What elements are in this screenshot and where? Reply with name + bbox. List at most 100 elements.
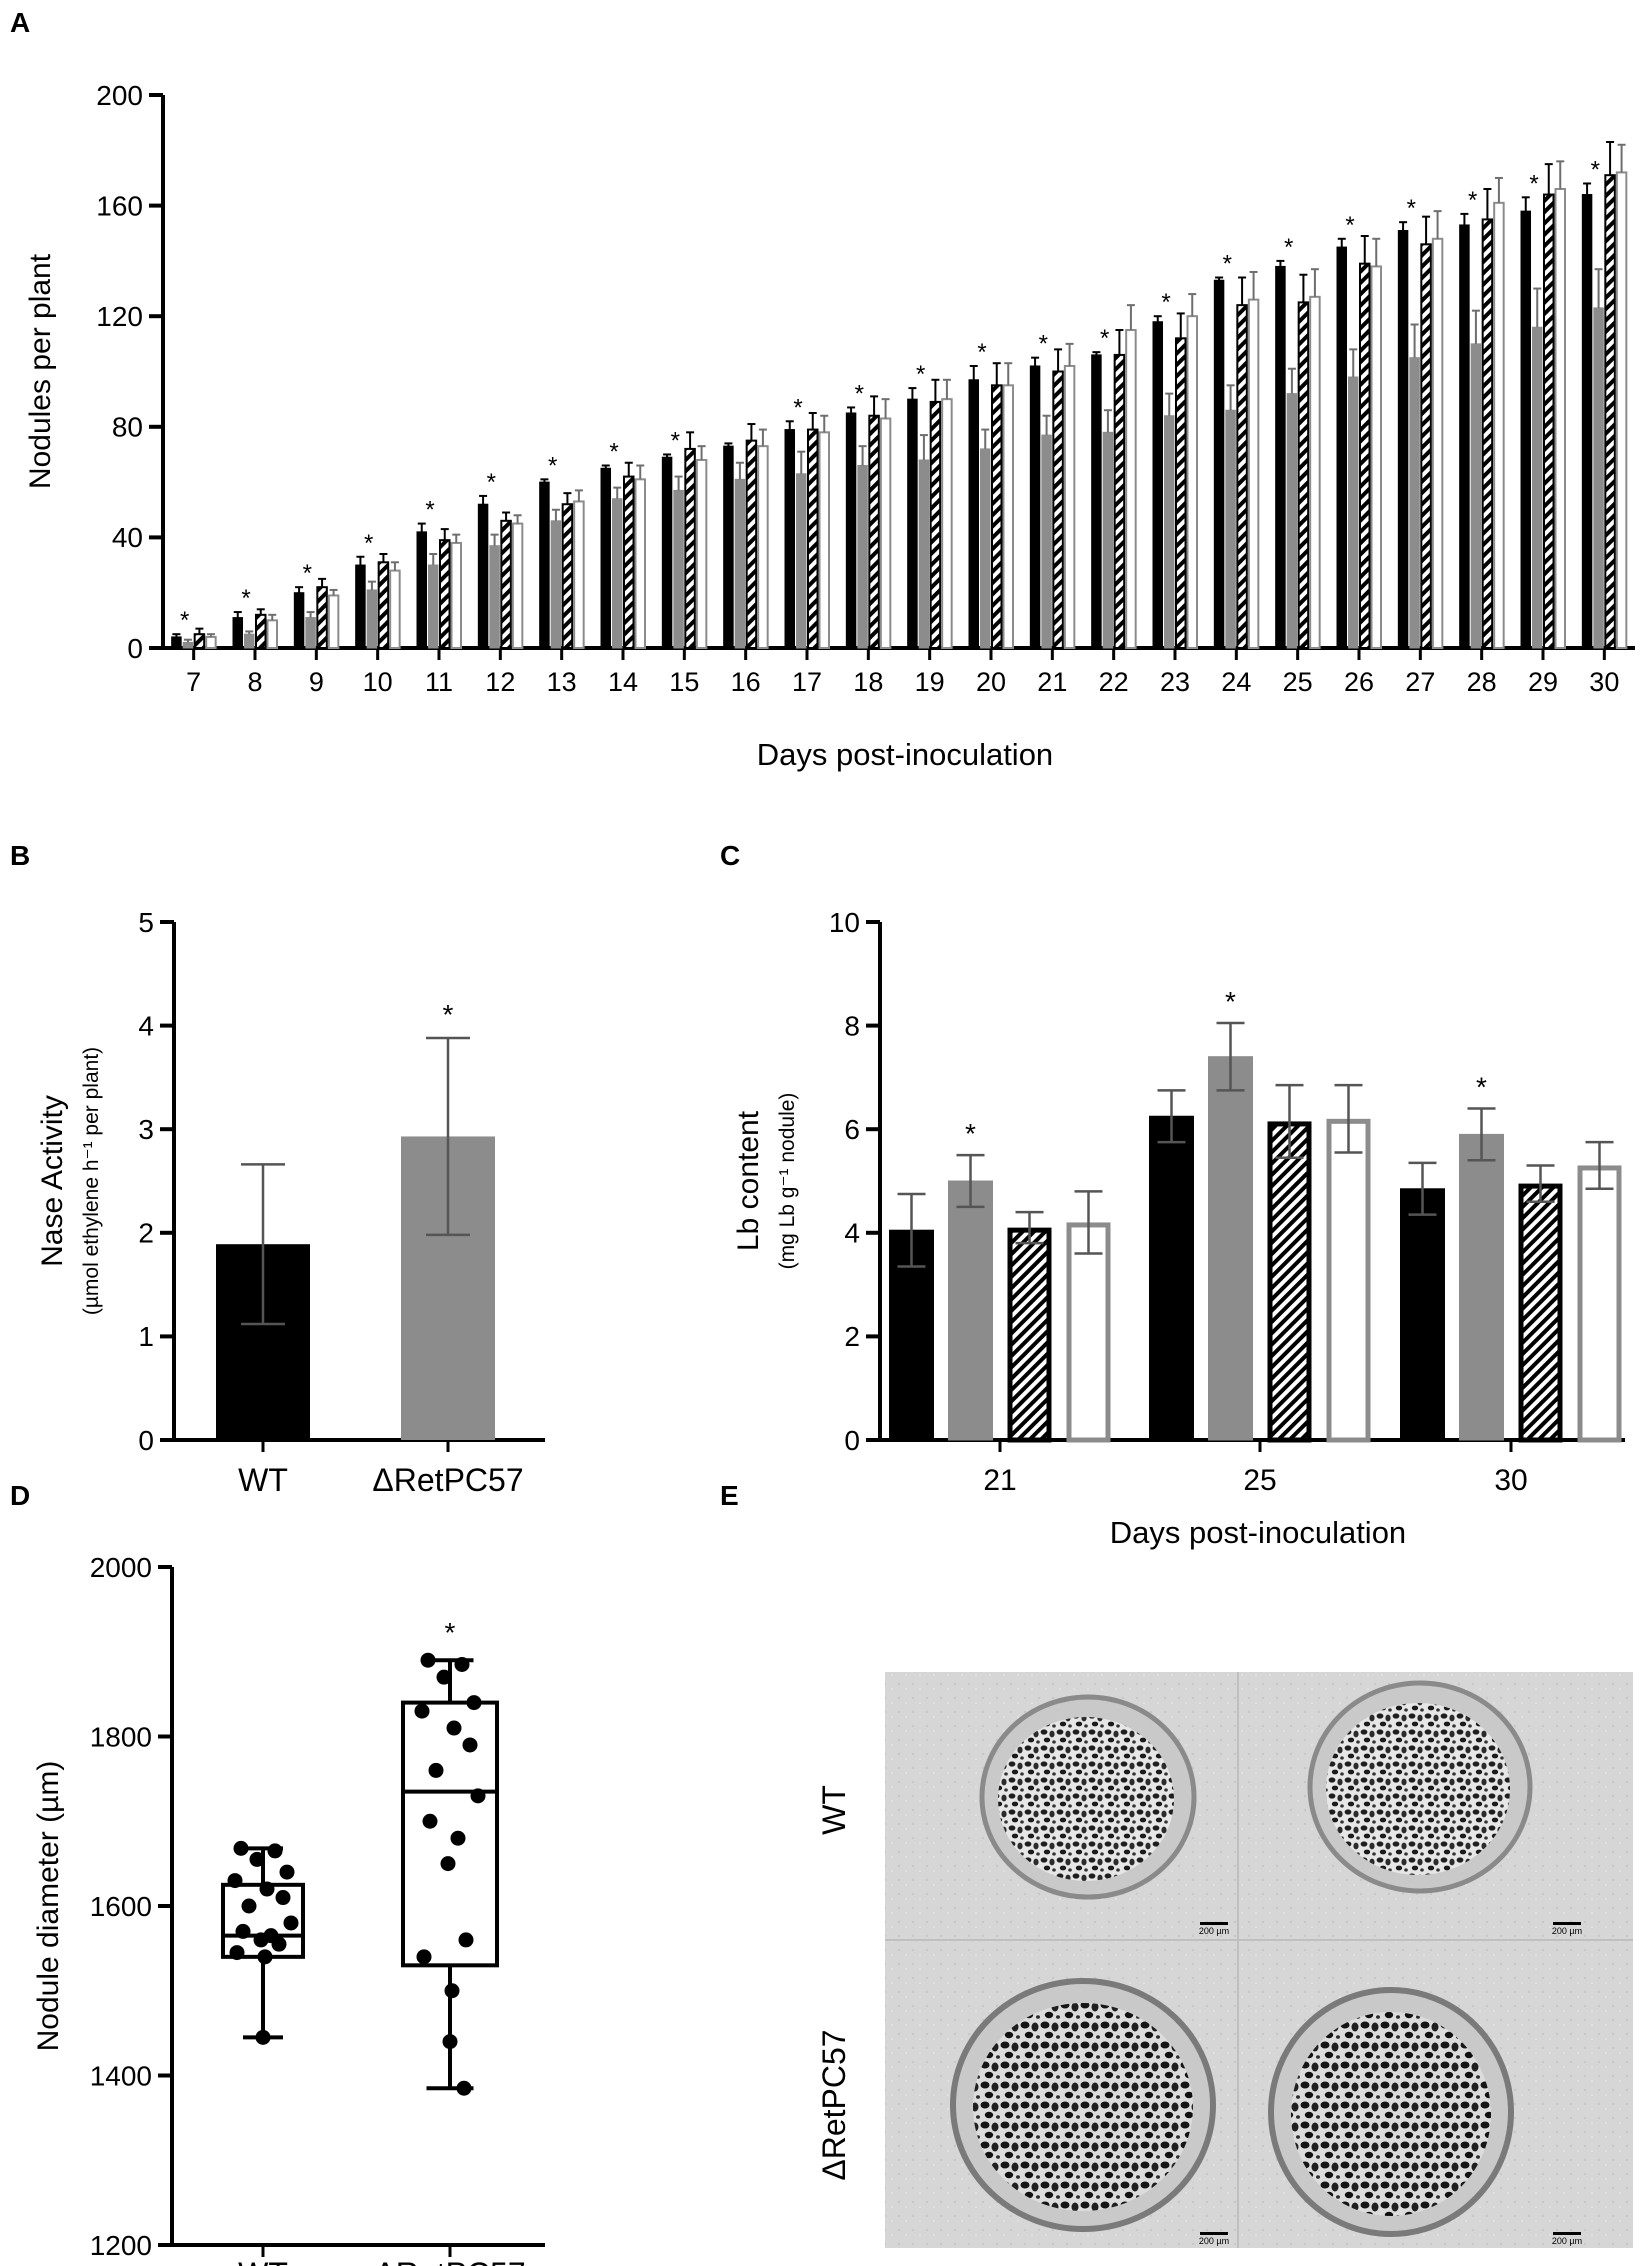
data-point	[416, 1949, 432, 1965]
bar-open	[1431, 237, 1444, 649]
bar-black	[1091, 354, 1102, 649]
x-tick-label: 24	[1221, 667, 1251, 697]
bar-open	[205, 635, 217, 650]
y-tick-label: 120	[96, 301, 143, 332]
bar-gray	[612, 498, 623, 649]
bar-black	[1520, 210, 1531, 649]
bar-hatched	[439, 539, 451, 649]
y-axis-subtitle: (µmol ethylene h⁻¹ per plant)	[80, 1047, 103, 1315]
x-tick-label: 12	[485, 667, 515, 697]
bar-black	[845, 412, 857, 649]
scale-bar: 200 µm	[1199, 1922, 1229, 1936]
x-axis-title: Days post-inoculation	[757, 737, 1053, 772]
bar-hatched	[929, 400, 942, 650]
x-tick-label: 7	[186, 667, 201, 697]
y-tick-label: 6	[844, 1114, 860, 1145]
bar-hatched	[684, 447, 696, 650]
x-tick-label: 10	[363, 667, 393, 697]
data-point	[456, 2080, 472, 2096]
bar-gray	[1286, 393, 1298, 649]
bar-hatched	[1297, 301, 1310, 649]
panel-label-e: E	[720, 1480, 739, 1511]
x-tick-label: 14	[608, 667, 638, 697]
y-tick-label: 160	[96, 190, 143, 221]
bar-black	[1149, 1115, 1194, 1441]
data-point	[259, 1881, 275, 1897]
bar-hatched	[1481, 218, 1494, 650]
x-tick-label: ΔRetPC57	[374, 2256, 525, 2266]
bar-black	[1397, 229, 1409, 649]
significance-marker: *	[1468, 187, 1477, 214]
data-point	[470, 1788, 486, 1804]
significance-marker: *	[1407, 195, 1416, 222]
significance-marker: *	[487, 469, 496, 496]
bar-black	[1400, 1188, 1445, 1441]
y-tick-label: 10	[829, 907, 860, 938]
chart-panel-a: 0 40 80 120 160 200 7 * 8 * 9 * 10 * 11 * 12 * 13 * 14 * 15 * 16…	[24, 80, 1635, 772]
data-point	[422, 1813, 438, 1829]
data-point	[442, 2034, 458, 2050]
bar-open	[1554, 188, 1566, 649]
x-tick-label: 15	[669, 667, 699, 697]
y-tick-label: 40	[112, 522, 143, 553]
bar-open	[266, 619, 278, 649]
x-tick-label: 18	[853, 667, 883, 697]
bar-hatched	[1267, 1121, 1312, 1443]
x-tick-label: 20	[976, 667, 1006, 697]
bar-open	[1309, 295, 1321, 649]
bar-open	[757, 445, 769, 649]
bar-black	[1152, 321, 1163, 649]
significance-marker: *	[445, 1617, 456, 1648]
bar-hatched	[500, 519, 512, 649]
y-axis-title: Nase Activity	[36, 1095, 69, 1267]
scale-bar: 200 µm	[1552, 1922, 1582, 1936]
significance-marker: *	[1161, 289, 1170, 316]
panel-label-d: D	[10, 1480, 30, 1511]
significance-marker: *	[1529, 170, 1538, 197]
bar-gray	[428, 564, 439, 649]
bar-gray	[305, 617, 316, 649]
bar-gray	[1459, 1133, 1504, 1441]
x-tick-label: WT	[238, 2256, 288, 2266]
bar-gray	[244, 633, 255, 649]
x-tick-label: 21	[983, 1464, 1016, 1497]
significance-marker: *	[548, 452, 557, 479]
y-tick-label: 8	[844, 1010, 860, 1041]
wt-nodule-1	[998, 1717, 1174, 1881]
bar-open	[941, 398, 953, 649]
x-tick-label: ΔRetPC57	[372, 1462, 523, 1498]
bar-black	[600, 467, 611, 649]
bar-gray	[948, 1180, 993, 1441]
significance-marker: *	[855, 380, 864, 407]
bar-open	[389, 569, 401, 650]
bar-black	[171, 636, 182, 649]
data-point	[454, 1656, 470, 1672]
bar-black	[477, 503, 489, 649]
significance-marker: *	[364, 530, 373, 557]
bar-hatched	[1518, 1183, 1563, 1443]
significance-marker: *	[1284, 234, 1293, 261]
data-point	[253, 1932, 269, 1948]
bar-hatched	[561, 503, 574, 649]
scale-bar-label: 200 µm	[1552, 2236, 1582, 2246]
y-tick-label: 0	[844, 1425, 860, 1456]
bar-black	[723, 445, 734, 649]
bar-open	[450, 541, 462, 649]
bar-gray	[550, 520, 562, 649]
significance-marker: *	[1225, 986, 1236, 1017]
bar-hatched	[745, 439, 758, 649]
x-tick-label: 25	[1283, 667, 1313, 697]
x-tick-label: 13	[547, 667, 577, 697]
bar-hatched	[1007, 1227, 1052, 1443]
x-tick-label: WT	[238, 1462, 288, 1498]
significance-marker: *	[1476, 1071, 1487, 1102]
bar-hatched	[1420, 243, 1432, 649]
bar-open	[879, 417, 892, 649]
data-point	[420, 1652, 436, 1668]
bar-gray	[1593, 307, 1604, 649]
bar-black	[1581, 194, 1593, 649]
bar-gray	[734, 478, 746, 649]
bar-gray	[857, 465, 868, 649]
bar-open	[327, 594, 340, 650]
y-tick-label: 2	[138, 1218, 154, 1249]
